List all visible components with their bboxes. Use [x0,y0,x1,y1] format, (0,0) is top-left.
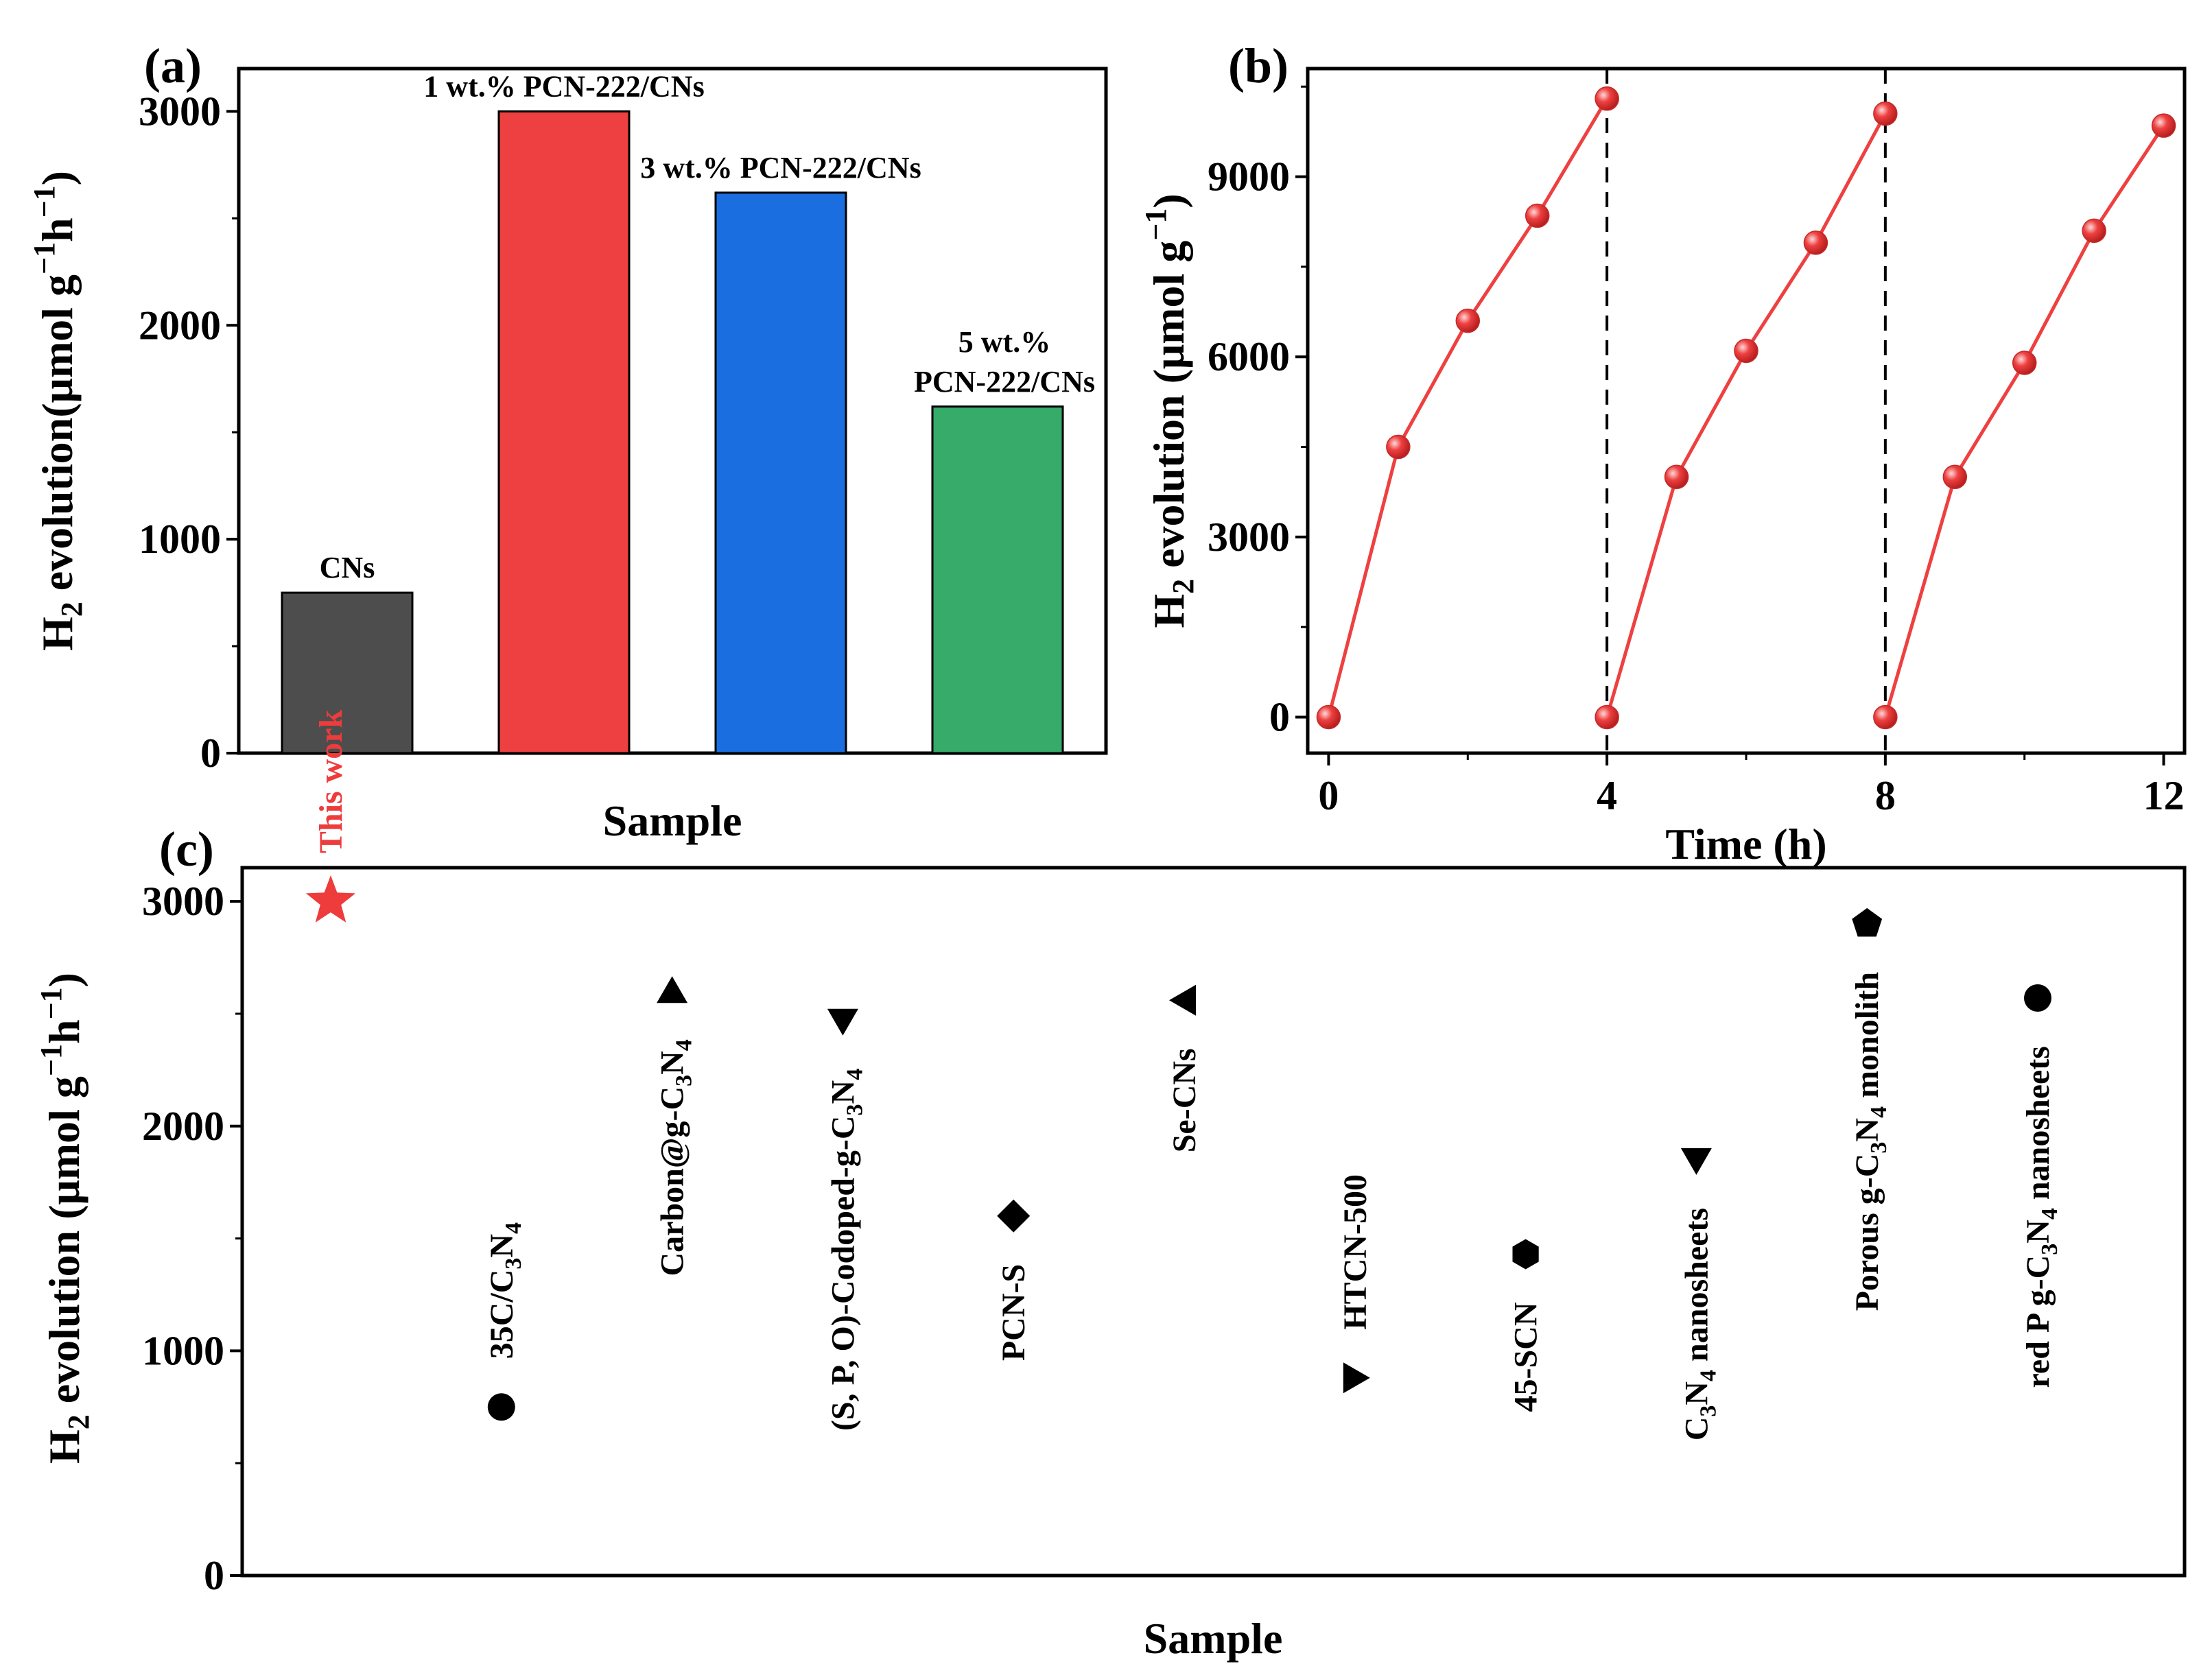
panel-c: (c) 0 1000 2000 3000 This work 35C/C3N4 Carbo… [34,709,2187,1663]
data-point [1664,464,1689,490]
point-label: Porous g-C3N4 monolith [1849,972,1892,1311]
panel-c-frame [240,866,2187,1578]
panel-b-x-tick-label: 8 [1875,773,1896,818]
panel-c-x-axis-title: Sample [1144,1614,1283,1663]
panel-b-y-axis-title: H2 evolution (μmol g−1) [1139,193,1200,628]
panel-a-label: (a) [144,38,202,93]
point-label: Carbon@g-C3N4 [655,1039,697,1276]
series-line-cycle-1 [1327,97,1609,718]
panel-b-x-tick-label: 0 [1318,773,1339,818]
marker-triangle-down [1680,1148,1712,1175]
panel-c-label: (c) [159,822,214,877]
panel-a-y-tick-label: 0 [200,730,221,776]
data-point [1942,464,1968,490]
bar-label: 1 wt.% PCN-222/CNs [423,69,704,103]
point-label: red P g-C3N4 nanosheets [2020,1046,2062,1388]
data-point [1386,434,1411,460]
marker-circle [2024,984,2051,1012]
marker-pentagon [1852,907,1883,937]
point-label: This work [313,709,349,853]
data-point [1316,704,1341,730]
point-label: 45-SCN [1508,1302,1544,1412]
panel-a-y-tick-label: 2000 [139,302,221,348]
panel-b-frame [1306,67,2187,755]
marker-diamond [997,1199,1031,1233]
series-line-cycle-2 [1605,112,1887,718]
marker-circle [487,1393,515,1421]
bar-label: PCN-222/CNs [914,365,1095,399]
panel-c-y-tick-label: 3000 [142,879,224,924]
point-label: 35C/C3N4 [484,1222,526,1359]
marker-triangle-left [1169,984,1196,1016]
marker-triangle-right [1343,1362,1370,1394]
data-point [1455,308,1481,333]
bar-0 [281,591,414,755]
panel-c-y-tick-label: 1000 [142,1328,224,1373]
panel-a-y-tick-label: 1000 [139,516,221,562]
data-point [1525,203,1550,228]
point-label: HTCN-500 [1337,1174,1374,1330]
panel-c-y-axis-title: H2 evolution (μmol g−1h−1) [34,973,95,1464]
data-point [1595,704,1619,730]
data-point [1873,704,1898,730]
marker-hexagon [1512,1239,1539,1270]
point-label: Se-CNs [1166,1048,1203,1152]
data-point [1595,86,1619,111]
data-point [1803,230,1828,255]
panel-a-frame [237,67,1108,755]
data-point [1873,101,1898,126]
marker-triangle-down [827,1008,858,1036]
bar-label: CNs [320,551,375,584]
data-point [1734,338,1758,364]
panel-b-x-axis-title: Time (h) [1665,820,1826,868]
panel-a-y-tick-label: 3000 [139,88,221,134]
data-point [2012,351,2037,375]
panel-b-y-tick-label: 0 [1269,694,1290,739]
bar-1 [497,110,631,755]
panel-a: (a) 0 1000 2000 3000 CNs 1 wt.% PCN-222/CNs 3… [27,38,1108,845]
marker-star [305,875,356,923]
data-point [2082,218,2106,243]
panel-b-label: (b) [1228,38,1289,93]
panel-b-y-tick-label: 6000 [1208,334,1290,379]
point-label: C3N4 nanosheets [1678,1208,1721,1440]
panel-b: (b) 0 3000 6000 9000 0 4 8 12 Time (h) H2 evolu… [1139,38,2187,868]
panel-b-x-tick-label: 4 [1597,773,1617,818]
data-point [2151,113,2176,138]
panel-a-y-axis-title: H2 evolution(μmol g−1h−1) [27,171,89,651]
point-label: PCN-S [996,1264,1032,1361]
bar-label: 3 wt.% PCN-222/CNs [640,151,921,185]
bar-2 [714,191,847,755]
point-label: (S, P, O)-Codoped-g-C3N4 [825,1069,867,1431]
bar-label: 5 wt.% [958,325,1050,359]
panel-a-x-axis-title: Sample [603,796,742,845]
panel-c-y-tick-label: 0 [204,1553,224,1598]
series-line-cycle-3 [1883,124,2165,718]
panel-b-x-tick-label: 12 [2143,773,2185,818]
marker-triangle-up [657,976,688,1003]
panel-b-y-tick-label: 9000 [1208,154,1290,200]
bar-3 [931,405,1064,755]
panel-c-y-tick-label: 2000 [142,1104,224,1149]
panel-b-y-tick-label: 3000 [1208,514,1290,560]
